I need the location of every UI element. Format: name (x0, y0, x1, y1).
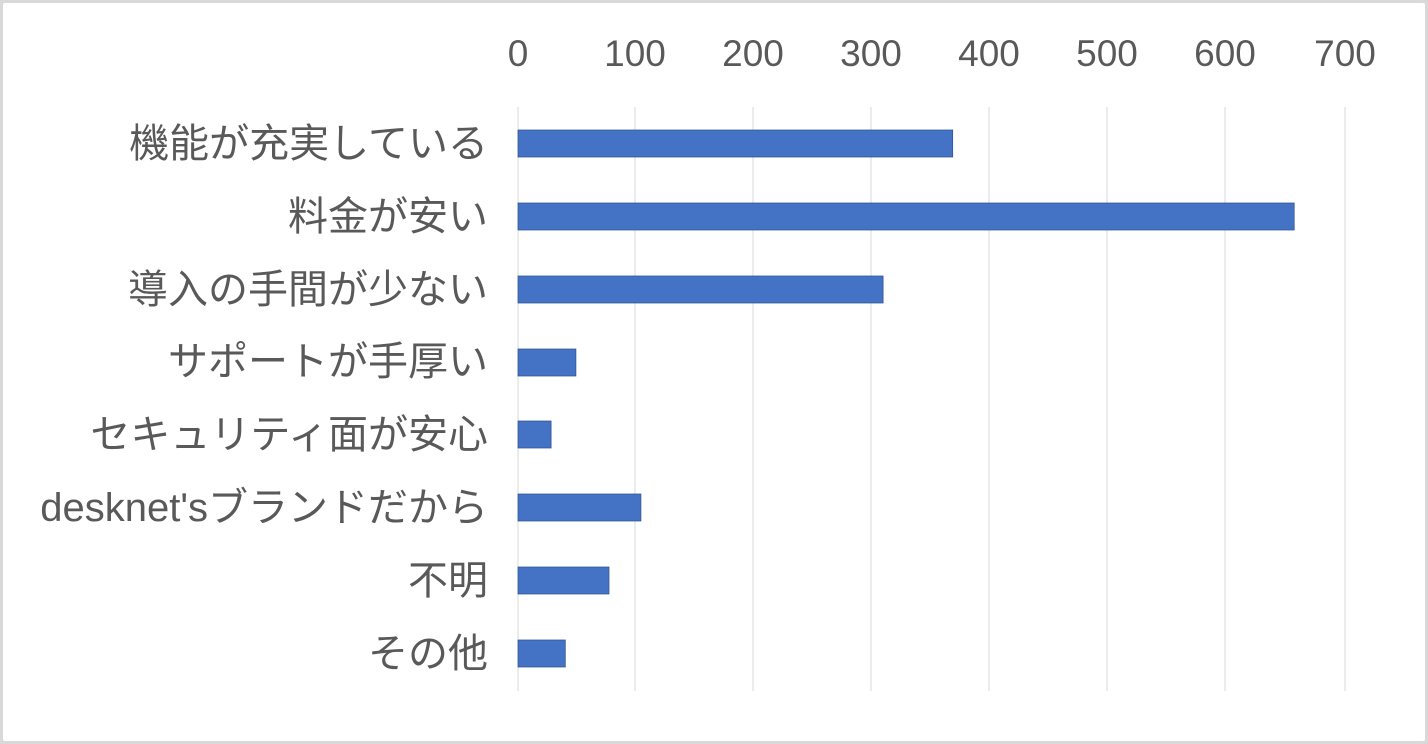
svg-text:機能が充実している: 機能が充実している (129, 122, 488, 166)
svg-text:700: 700 (1314, 33, 1376, 74)
svg-text:その他: その他 (368, 632, 488, 676)
svg-text:300: 300 (840, 33, 902, 74)
svg-text:料金が安い: 料金が安い (288, 195, 488, 239)
svg-text:不明: 不明 (408, 559, 488, 603)
svg-text:0: 0 (508, 33, 529, 74)
svg-text:500: 500 (1076, 33, 1138, 74)
svg-text:600: 600 (1194, 33, 1256, 74)
svg-text:200: 200 (722, 33, 784, 74)
svg-text:desknet'sブランドだから: desknet'sブランドだから (40, 486, 488, 530)
svg-text:100: 100 (604, 33, 666, 74)
svg-text:サポートが手厚い: サポートが手厚い (168, 340, 488, 384)
svg-text:400: 400 (958, 33, 1020, 74)
svg-text:導入の手間が少ない: 導入の手間が少ない (128, 268, 488, 312)
svg-text:セキュリティ面が安心: セキュリティ面が安心 (90, 413, 488, 457)
